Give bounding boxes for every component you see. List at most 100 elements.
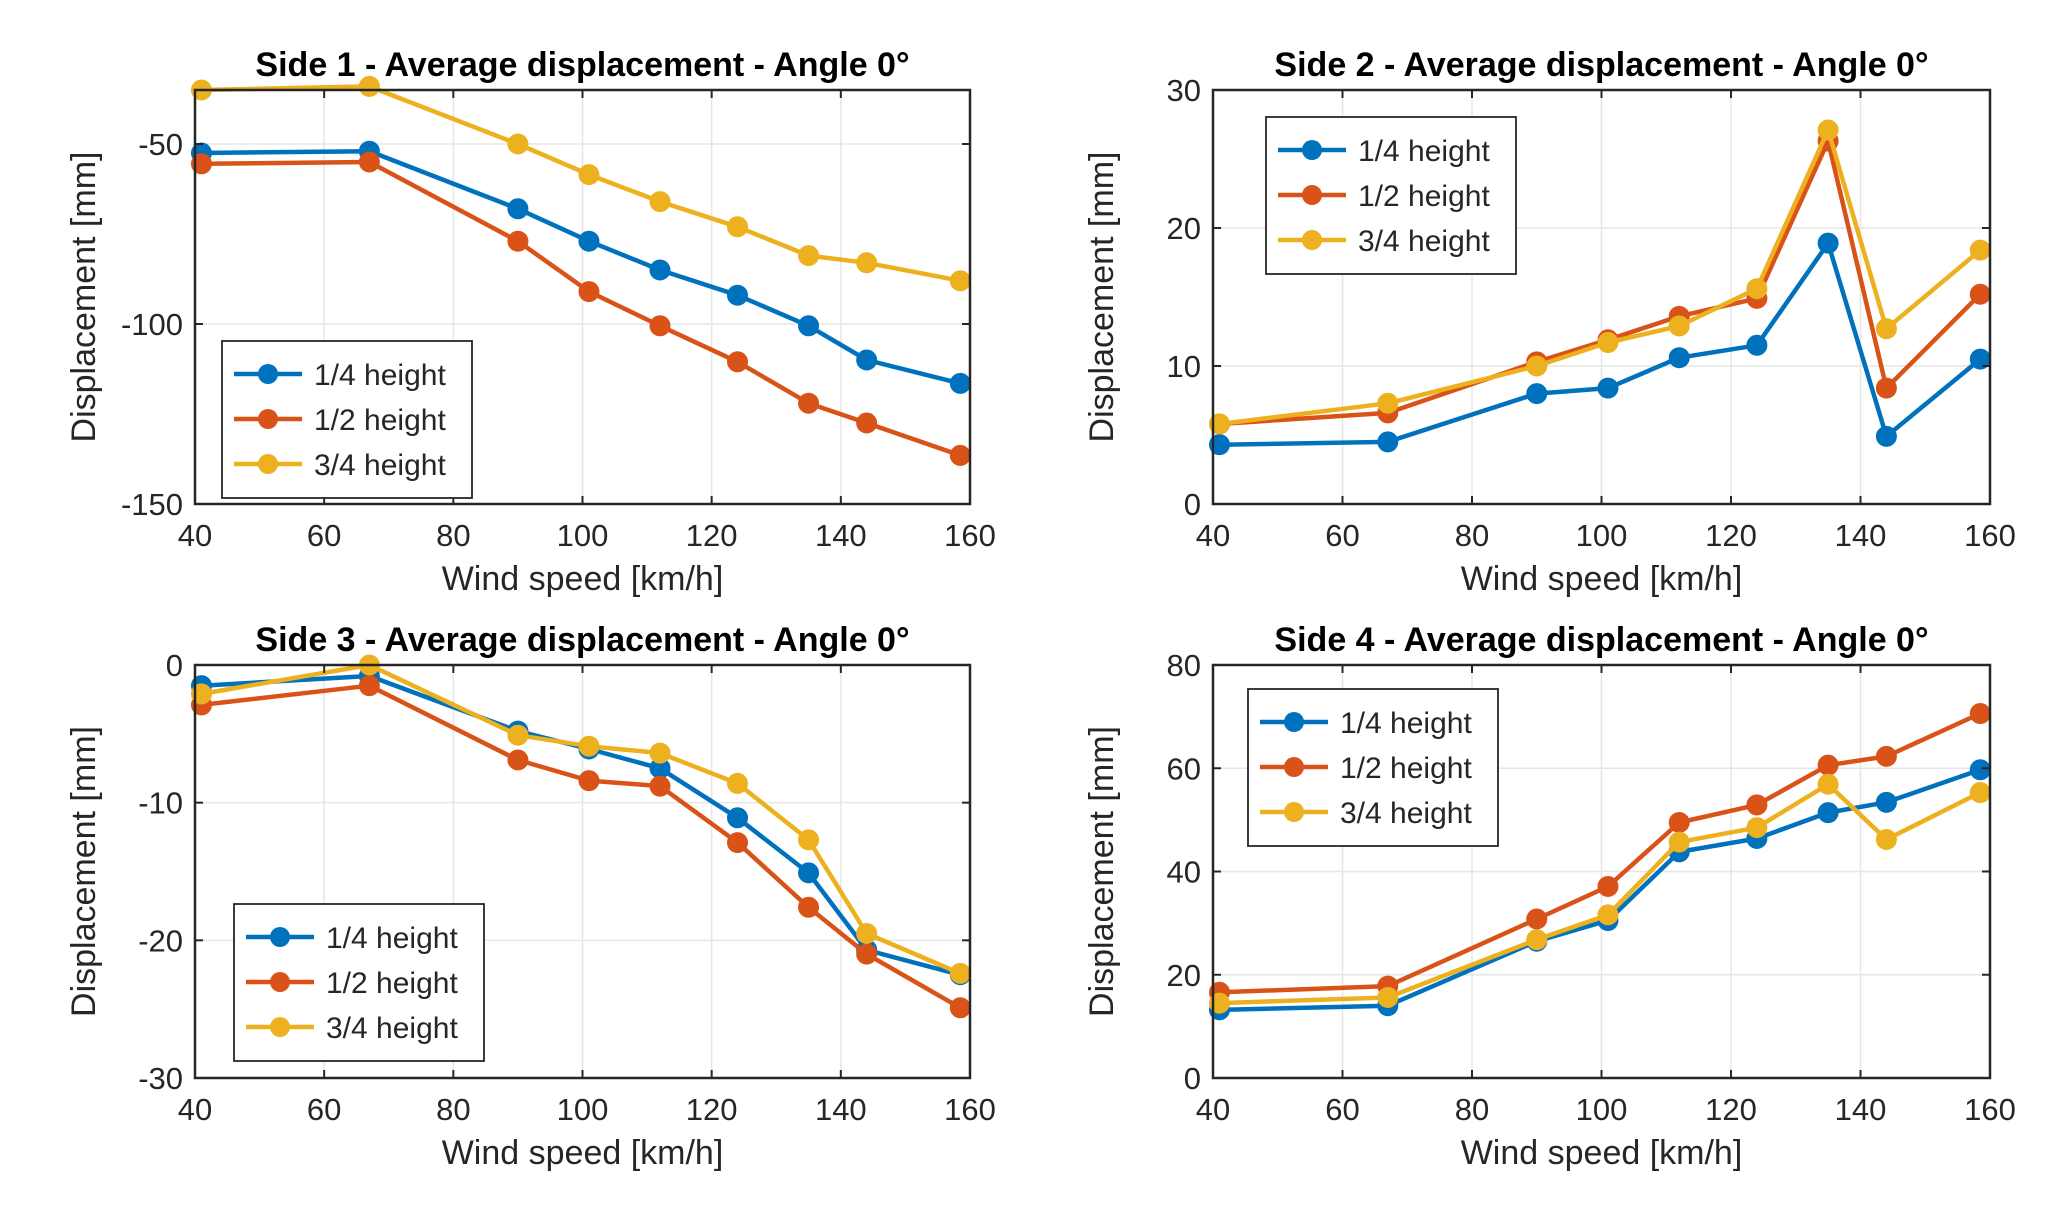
x-tick-label: 40 [178, 1092, 212, 1127]
x-tick-label: 160 [944, 1092, 996, 1127]
x-tick-label: 160 [1964, 518, 2016, 553]
y-tick-label: 40 [1167, 855, 1201, 890]
data-point [1817, 232, 1839, 254]
data-point [1969, 239, 1991, 261]
x-tick-label: 40 [178, 518, 212, 553]
data-point [578, 770, 600, 792]
data-point [1668, 811, 1690, 833]
x-axis-label: Wind speed [km/h] [442, 560, 724, 598]
data-point [856, 252, 878, 274]
data-point [1668, 831, 1690, 853]
data-point [1969, 703, 1991, 725]
data-point [727, 807, 748, 829]
legend-label-3: 3/4 height [314, 449, 446, 482]
data-point [856, 943, 878, 965]
data-point [798, 862, 820, 884]
data-point [1817, 119, 1839, 141]
legend-marker-2 [1284, 757, 1304, 777]
legend-label-3: 3/4 height [326, 1012, 458, 1045]
data-point [1969, 283, 1991, 305]
data-point [1969, 782, 1991, 804]
data-point [949, 270, 971, 292]
data-point [578, 735, 600, 757]
data-point [798, 392, 820, 414]
y-tick-label: 30 [1167, 73, 1201, 108]
legend-marker-1 [1302, 140, 1322, 160]
x-tick-label: 80 [1455, 1092, 1489, 1127]
y-tick-label: -150 [121, 487, 183, 522]
legend-marker-1 [1284, 712, 1304, 732]
y-tick-label: 0 [1184, 487, 1201, 522]
y-axis-label: Displacement [mm] [65, 726, 103, 1017]
y-tick-label: 0 [166, 648, 183, 683]
y-tick-label: 60 [1167, 751, 1201, 786]
legend-marker-2 [258, 409, 278, 429]
data-point [1875, 791, 1897, 813]
legend: 1/4 height 1/2 height 3/4 height [233, 903, 485, 1062]
data-point [190, 153, 212, 175]
y-tick-label: 80 [1167, 648, 1201, 683]
y-tick-label: 0 [1184, 1061, 1201, 1096]
chart-title: Side 1 - Average displacement - Angle 0° [255, 46, 909, 84]
legend-label-1: 1/4 height [1340, 707, 1472, 740]
data-point [1969, 759, 1991, 781]
y-tick-label: -50 [138, 127, 183, 162]
data-point [1597, 377, 1619, 399]
data-point [507, 133, 529, 155]
legend-label-2: 1/2 height [314, 404, 446, 437]
data-point [649, 191, 671, 213]
data-point [1597, 332, 1619, 354]
y-tick-label: 20 [1167, 958, 1201, 993]
x-tick-label: 60 [307, 1092, 341, 1127]
legend-marker-2 [1302, 185, 1322, 205]
data-point [578, 164, 600, 186]
x-tick-label: 100 [557, 518, 609, 553]
chart-title: Side 2 - Average displacement - Angle 0° [1274, 46, 1928, 84]
data-point [798, 829, 820, 851]
data-point [1668, 347, 1690, 369]
legend-label-3: 3/4 height [1358, 225, 1490, 258]
y-tick-label: -30 [138, 1061, 183, 1096]
data-point [1208, 413, 1230, 435]
data-point [856, 412, 878, 434]
legend-marker-3 [1284, 802, 1304, 822]
x-tick-label: 120 [1705, 518, 1757, 553]
chart-panel-3: 40 60 80 100 120 140 160 -30 -20 -10 0 Side 3 - Ave… [65, 621, 996, 1172]
data-point [507, 198, 529, 220]
data-point [190, 683, 212, 705]
data-point [949, 962, 971, 984]
x-tick-label: 100 [1576, 518, 1628, 553]
data-point [1597, 875, 1619, 897]
data-point [1817, 802, 1839, 824]
data-point [1875, 318, 1897, 340]
chart-title: Side 4 - Average displacement - Angle 0° [1274, 621, 1928, 659]
data-point [507, 230, 529, 252]
legend-marker-1 [258, 364, 278, 384]
data-point [1526, 383, 1548, 405]
data-point [649, 775, 671, 797]
data-point [727, 351, 748, 373]
x-tick-label: 60 [307, 518, 341, 553]
legend: 1/4 height 1/2 height 3/4 height [1265, 116, 1517, 275]
data-point [1526, 355, 1548, 377]
data-point [1746, 334, 1768, 356]
x-tick-label: 140 [1835, 518, 1887, 553]
y-tick-label: 20 [1167, 211, 1201, 246]
legend-marker-2 [270, 972, 290, 992]
y-tick-label: 10 [1167, 349, 1201, 384]
legend-label-2: 1/2 height [1358, 180, 1490, 213]
x-tick-label: 160 [1964, 1092, 2016, 1127]
data-point [1817, 773, 1839, 795]
x-tick-label: 80 [436, 518, 470, 553]
data-point [727, 832, 748, 854]
legend-marker-3 [258, 454, 278, 474]
data-point [727, 772, 748, 794]
data-point [649, 315, 671, 337]
data-point [578, 281, 600, 303]
data-point [649, 742, 671, 764]
x-tick-label: 100 [1576, 1092, 1628, 1127]
data-point [358, 151, 380, 173]
data-point [507, 749, 529, 771]
data-point [1875, 745, 1897, 767]
